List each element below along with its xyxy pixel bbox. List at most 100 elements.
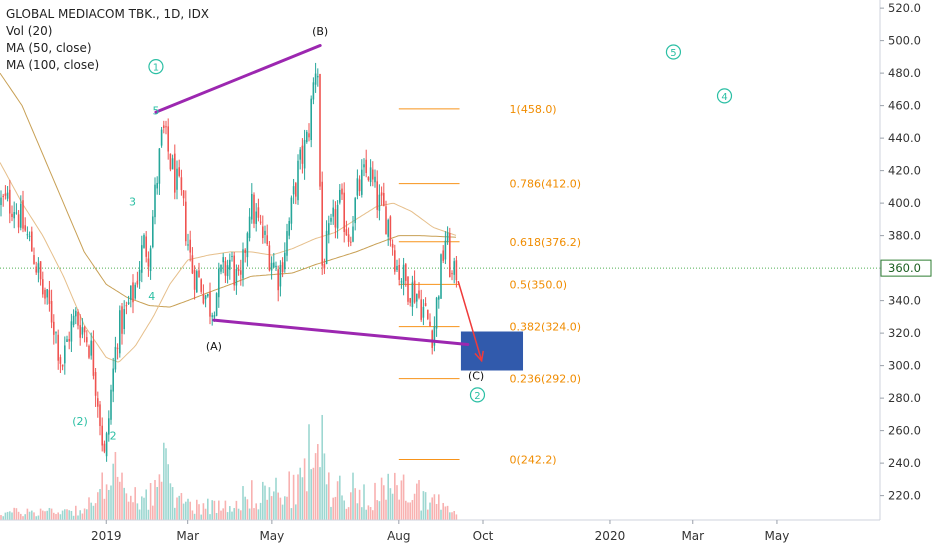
candle-body bbox=[330, 217, 332, 222]
candle-body bbox=[48, 290, 51, 304]
volume-bar bbox=[409, 502, 411, 520]
volume-bar bbox=[325, 484, 328, 520]
trendlines bbox=[154, 44, 484, 363]
volume-bar bbox=[176, 497, 178, 520]
candle-body bbox=[37, 263, 40, 273]
wave-label: (A) bbox=[206, 340, 222, 353]
candle-body bbox=[211, 315, 213, 317]
candle-body bbox=[442, 250, 444, 261]
legend-volume[interactable]: Vol (20) bbox=[6, 24, 53, 38]
volume-bar bbox=[209, 514, 211, 520]
candle-body bbox=[248, 216, 251, 238]
candle-body bbox=[15, 212, 18, 214]
candle-body bbox=[231, 255, 233, 257]
volume-bar bbox=[99, 489, 101, 520]
volume-bar bbox=[319, 467, 321, 520]
volume-bar bbox=[191, 510, 194, 520]
candle-body bbox=[132, 282, 134, 303]
candle-body bbox=[149, 248, 152, 272]
candle-body bbox=[427, 309, 429, 319]
candle-body bbox=[453, 261, 455, 275]
volume-bar bbox=[156, 487, 158, 520]
price-axis: 220.0 240.0 260.0 280.0 300.0 320.0 340.0 360.0… bbox=[879, 0, 932, 520]
time-tick-label: Aug bbox=[387, 529, 410, 543]
candle-body bbox=[290, 197, 293, 224]
volume-bar bbox=[174, 507, 176, 520]
candle-body bbox=[103, 443, 106, 452]
time-tick-label: Mar bbox=[176, 529, 199, 543]
volume-bar bbox=[321, 414, 323, 520]
candle-body bbox=[312, 82, 315, 100]
candle-body bbox=[398, 265, 400, 280]
candle-body bbox=[429, 321, 431, 327]
volume-bar bbox=[400, 480, 403, 520]
volume-bar bbox=[86, 509, 88, 520]
volume-bar bbox=[314, 453, 317, 520]
volume-bar bbox=[343, 500, 345, 520]
candle-body bbox=[325, 230, 328, 265]
candle-body bbox=[253, 194, 255, 224]
volume-bar bbox=[433, 494, 436, 520]
candle-body bbox=[246, 233, 249, 258]
volume-bar bbox=[446, 505, 449, 520]
candle-body bbox=[182, 190, 185, 199]
candle-body bbox=[361, 169, 363, 195]
candle-body bbox=[42, 279, 44, 295]
volume-bar bbox=[380, 477, 383, 520]
candle-body bbox=[28, 235, 31, 237]
volume-bar bbox=[92, 505, 95, 520]
volume-bar bbox=[231, 511, 233, 520]
volume-bar bbox=[61, 510, 64, 520]
candle-body bbox=[90, 340, 92, 356]
candle-body bbox=[336, 204, 339, 229]
volume-bar bbox=[435, 503, 438, 520]
candle-body bbox=[365, 159, 367, 174]
volume-bar bbox=[207, 498, 209, 520]
volume-bar bbox=[213, 500, 216, 520]
candle-body bbox=[303, 140, 306, 169]
candle-body bbox=[264, 230, 266, 235]
legend-ma100[interactable]: MA (100, close) bbox=[6, 58, 100, 72]
fib-level-label: 0.382(324.0) bbox=[510, 321, 582, 334]
candle-body bbox=[358, 179, 361, 192]
legend-ma50[interactable]: MA (50, close) bbox=[6, 41, 92, 55]
volume-bar bbox=[141, 496, 143, 520]
volume-bar bbox=[31, 510, 33, 520]
volume-bar bbox=[299, 467, 301, 520]
volume-bar bbox=[442, 502, 444, 520]
candle-body bbox=[196, 271, 198, 293]
volume-bar bbox=[185, 501, 187, 520]
volume-bar bbox=[290, 508, 293, 520]
volume-bar bbox=[154, 480, 156, 520]
fib-level-label: 0.5(350.0) bbox=[510, 278, 568, 291]
candle-body bbox=[319, 73, 321, 187]
volume-bar bbox=[143, 497, 145, 520]
candle-body bbox=[374, 176, 376, 183]
candle-body bbox=[9, 189, 11, 214]
candle-body bbox=[77, 312, 79, 326]
volume-bar bbox=[57, 512, 59, 520]
volume-bar bbox=[101, 472, 103, 520]
candle-body bbox=[127, 302, 130, 305]
candle-body bbox=[270, 262, 273, 271]
price-tick-label: 420.0 bbox=[888, 164, 921, 178]
candle-body bbox=[174, 153, 176, 193]
target-zone bbox=[460, 331, 524, 371]
price-tick-label: 460.0 bbox=[888, 99, 921, 113]
candle-body bbox=[101, 425, 103, 446]
candle-body bbox=[88, 345, 90, 358]
candle-body bbox=[334, 209, 337, 228]
legend-title[interactable]: GLOBAL MEDIACOM TBK., 1D, IDX bbox=[6, 7, 210, 21]
candle-body bbox=[424, 303, 427, 307]
volume-bar bbox=[160, 481, 163, 520]
candle-body bbox=[257, 207, 260, 218]
candle-body bbox=[306, 131, 308, 143]
candle-body bbox=[367, 177, 370, 181]
volume-bar bbox=[66, 509, 68, 520]
volume-bar bbox=[383, 485, 385, 520]
candle-body bbox=[141, 245, 143, 273]
candle-body bbox=[455, 260, 458, 281]
price-tick-label: 240.0 bbox=[888, 456, 921, 470]
wave-label: (C) bbox=[468, 369, 484, 382]
